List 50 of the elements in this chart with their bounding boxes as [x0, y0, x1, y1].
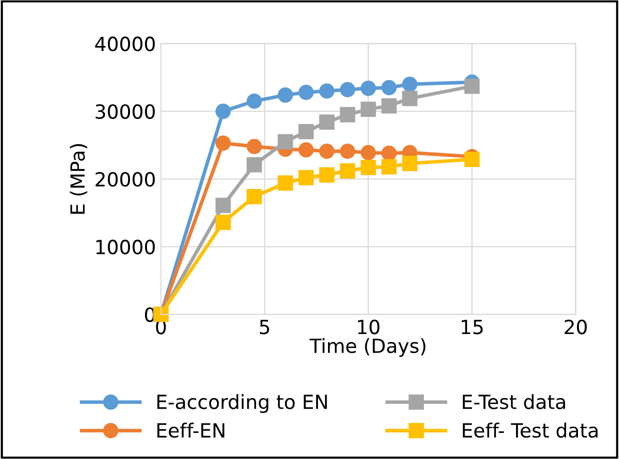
legend-label: Eeff-EN: [157, 422, 224, 438]
legend-label: E-Test data: [462, 394, 566, 410]
y-tick-label: 10000: [96, 240, 155, 254]
y-tick-label: 20000: [96, 172, 155, 187]
point: [402, 90, 418, 106]
y-axis-title: E (MPa): [70, 144, 88, 214]
point: [319, 167, 334, 183]
point: [216, 214, 231, 230]
point: [216, 198, 231, 214]
point: [246, 188, 262, 204]
point: [298, 142, 314, 158]
legend-label: E-according to EN: [157, 394, 327, 413]
point: [360, 160, 376, 176]
point: [319, 114, 334, 130]
y-tick-label: 40000: [95, 36, 155, 52]
point: [464, 78, 480, 94]
point: [402, 76, 418, 92]
x-axis-title: Time (Days): [310, 338, 426, 357]
point: [340, 163, 356, 179]
point: [464, 152, 480, 168]
point: [360, 80, 376, 96]
point: [360, 102, 376, 117]
point: [381, 146, 397, 161]
point: [246, 157, 262, 172]
y-tick-label: 30000: [96, 104, 155, 119]
point: [216, 135, 231, 151]
point: [340, 82, 356, 98]
point: [246, 138, 262, 154]
x-tick-label: 5: [260, 320, 270, 334]
point: [381, 159, 397, 174]
point: [319, 144, 334, 159]
point: [381, 80, 397, 96]
point: [340, 107, 356, 122]
point: [246, 94, 262, 109]
x-tick-label: 15: [462, 320, 483, 334]
point: [360, 144, 376, 160]
point: [340, 144, 356, 159]
point: [216, 104, 231, 119]
point: [298, 84, 314, 100]
point: [278, 175, 293, 191]
point: [278, 134, 293, 150]
legend-label: Eeff- Test data: [462, 422, 598, 438]
point: [278, 87, 293, 103]
point: [319, 83, 334, 99]
point: [381, 98, 397, 114]
x-tick-label: 20: [564, 320, 587, 334]
point: [298, 170, 314, 186]
x-tick-label: 10: [358, 320, 380, 334]
point: [402, 156, 418, 172]
point: [298, 124, 314, 140]
